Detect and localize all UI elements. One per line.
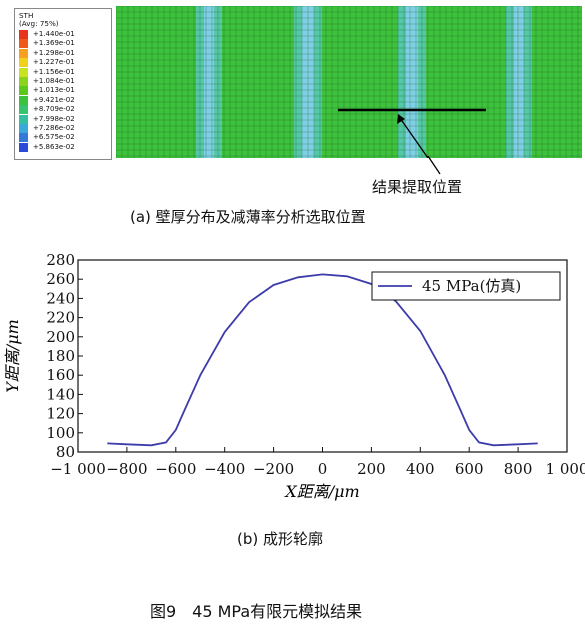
y-tick-label: 200 bbox=[46, 328, 75, 346]
y-axis-label: Y距离/μm bbox=[3, 319, 22, 393]
y-tick-label: 260 bbox=[46, 270, 75, 288]
legend-swatch bbox=[19, 67, 28, 77]
legend-value: +1.369e-01 bbox=[33, 39, 75, 48]
caption-a: (a) 壁厚分布及减薄率分析选取位置 bbox=[130, 208, 366, 226]
x-tick-label: 400 bbox=[406, 460, 435, 478]
x-tick-label: −400 bbox=[204, 460, 245, 478]
legend-value: +1.013e-01 bbox=[33, 86, 75, 95]
profile-chart: −1 000 −800 −600 −400 −200 0 200 400 600 800 1 000… bbox=[3, 251, 585, 501]
legend-value: +1.084e-01 bbox=[33, 77, 75, 85]
x-tick-label: −1 000 bbox=[50, 460, 106, 478]
contour-legend: STH (Avg: 75%) +1.440e-01 +1.369e-01 +1.29… bbox=[14, 8, 112, 160]
y-tick-label: 240 bbox=[46, 289, 75, 307]
legend-value: +1.156e-01 bbox=[33, 67, 75, 76]
x-tick-label: 0 bbox=[318, 460, 328, 478]
y-tick-label: 140 bbox=[46, 385, 75, 403]
legend-value: +1.298e-01 bbox=[33, 48, 75, 57]
legend-value: +9.421e-02 bbox=[33, 95, 75, 104]
x-tick-label: 200 bbox=[357, 460, 386, 478]
chart-legend: 45 MPa(仿真) bbox=[371, 271, 561, 301]
y-tick-label: 220 bbox=[46, 309, 75, 327]
legend-swatch bbox=[19, 39, 28, 49]
legend-value: +8.709e-02 bbox=[33, 105, 75, 114]
x-tick-label: −200 bbox=[253, 460, 294, 478]
mesh-grid bbox=[116, 6, 582, 158]
legend-swatch bbox=[19, 114, 28, 124]
y-tick-label: 80 bbox=[56, 443, 75, 461]
callout-arrowhead bbox=[397, 114, 405, 124]
legend-swatch bbox=[19, 105, 28, 115]
legend-swatch bbox=[19, 86, 28, 96]
legend-label: 45 MPa(仿真) bbox=[422, 277, 521, 295]
legend-swatch bbox=[19, 48, 28, 58]
legend-swatch bbox=[19, 77, 28, 86]
y-tick-label: 100 bbox=[46, 424, 75, 442]
legend-value: +1.440e-01 bbox=[33, 30, 75, 38]
legend-swatch bbox=[19, 30, 28, 39]
thinning-band bbox=[204, 6, 214, 158]
legend-value: +1.227e-01 bbox=[33, 58, 75, 67]
fea-contour-image bbox=[116, 6, 582, 158]
series-line bbox=[107, 273, 538, 447]
y-tick-label: 120 bbox=[46, 405, 75, 423]
x-tick-label: 600 bbox=[455, 460, 484, 478]
y-tick-label: 180 bbox=[46, 347, 75, 365]
x-axis: −1 000 −800 −600 −400 −200 0 200 400 600 800 1 000 bbox=[50, 447, 585, 478]
legend-title: STH bbox=[19, 11, 34, 20]
caption-b: (b) 成形轮廓 bbox=[237, 530, 323, 548]
legend-value: +6.575e-02 bbox=[33, 133, 75, 142]
y-tick-label: 280 bbox=[46, 251, 75, 269]
legend-swatch bbox=[19, 133, 28, 143]
x-tick-label: −800 bbox=[106, 460, 147, 478]
legend-swatch bbox=[19, 142, 28, 152]
callout-leader-tail bbox=[427, 156, 441, 175]
legend-swatch bbox=[19, 58, 28, 68]
legend-value: +5.863e-02 bbox=[33, 142, 75, 151]
legend-value: +7.286e-02 bbox=[33, 124, 75, 132]
x-tick-label: −600 bbox=[155, 460, 196, 478]
legend-value: +7.998e-02 bbox=[33, 114, 75, 123]
callout-label: 结果提取位置 bbox=[372, 178, 463, 196]
thinning-band bbox=[514, 6, 524, 158]
series-layer bbox=[107, 273, 538, 447]
figure-caption: 图9 45 MPa有限元模拟结果 bbox=[150, 602, 363, 621]
fea-mesh bbox=[116, 6, 582, 158]
x-tick-label: 800 bbox=[504, 460, 533, 478]
x-tick-label: 1 000 bbox=[546, 460, 585, 478]
x-axis-label: X距离/μm bbox=[283, 482, 359, 501]
y-tick-label: 160 bbox=[46, 366, 75, 384]
legend-swatch bbox=[19, 95, 28, 105]
legend-swatch bbox=[19, 124, 28, 133]
callout-leader bbox=[399, 117, 429, 158]
legend-subtitle: (Avg: 75%) bbox=[19, 19, 59, 28]
